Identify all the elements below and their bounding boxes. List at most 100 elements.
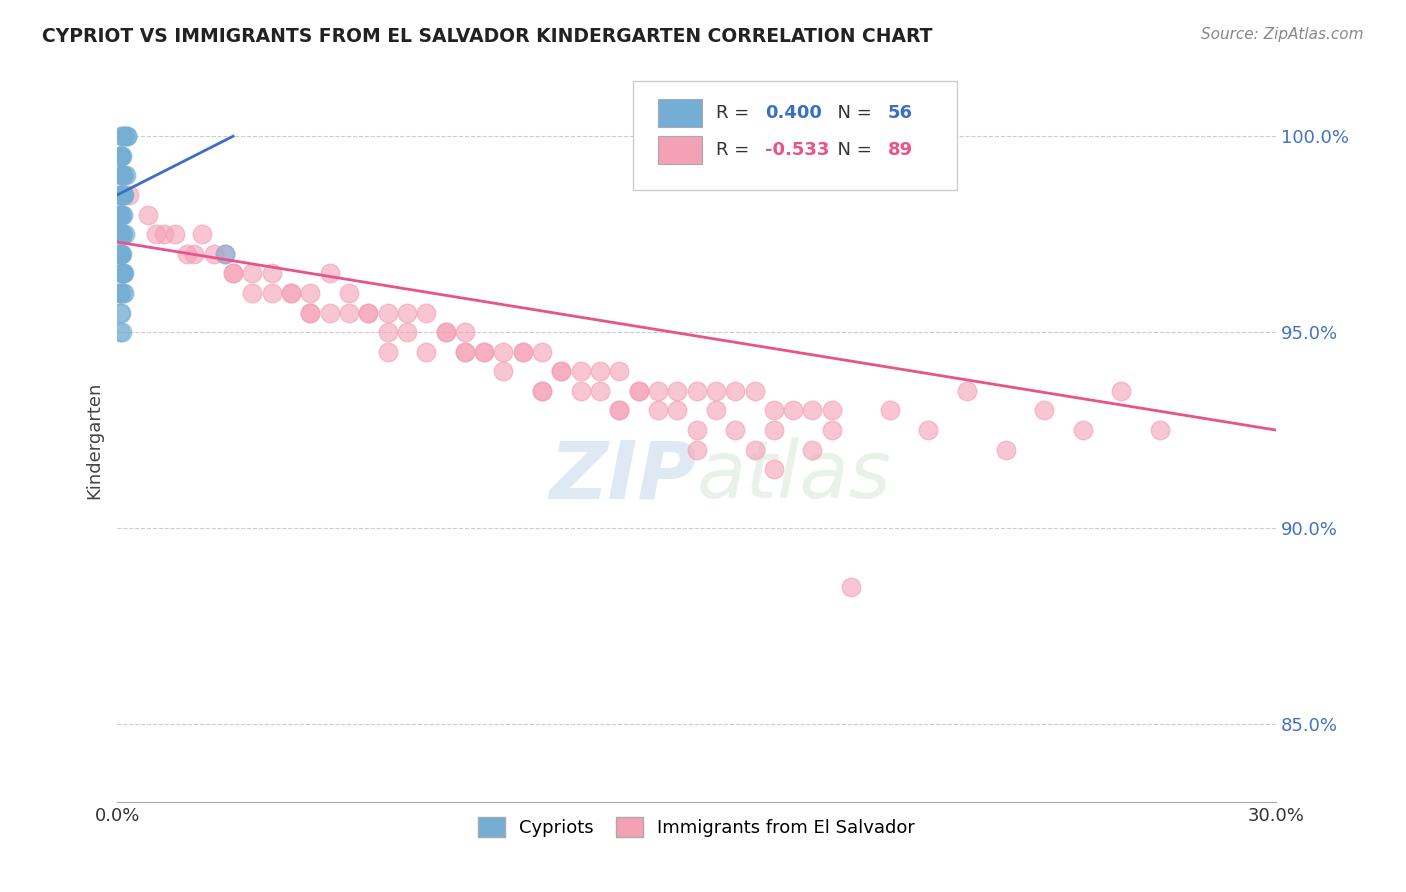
Text: 56: 56: [887, 104, 912, 122]
Point: [112, 188, 135, 202]
Point: [1071, 423, 1094, 437]
Point: [111, 169, 134, 183]
Point: [114, 169, 136, 183]
Point: [108, 208, 131, 222]
Text: N =: N =: [827, 141, 877, 159]
Point: [110, 266, 132, 280]
Point: [145, 227, 167, 242]
Point: [110, 246, 132, 260]
Point: [589, 384, 612, 398]
Point: [110, 208, 132, 222]
Point: [377, 305, 399, 319]
Point: [202, 246, 225, 260]
Point: [762, 423, 785, 437]
Point: [111, 266, 134, 280]
Point: [685, 442, 707, 457]
Point: [685, 423, 707, 437]
Point: [299, 305, 322, 319]
Point: [377, 325, 399, 339]
Point: [108, 208, 131, 222]
Text: atlas: atlas: [696, 437, 891, 515]
Point: [110, 227, 132, 242]
Point: [512, 344, 534, 359]
Point: [318, 305, 340, 319]
Point: [114, 227, 136, 242]
Point: [110, 129, 132, 144]
Point: [647, 403, 669, 417]
Point: [108, 227, 131, 242]
Point: [512, 344, 534, 359]
Point: [112, 285, 135, 300]
Point: [531, 384, 554, 398]
FancyBboxPatch shape: [658, 136, 703, 164]
Point: [111, 149, 134, 163]
Point: [377, 344, 399, 359]
Point: [917, 423, 939, 437]
Text: N =: N =: [827, 104, 877, 122]
Point: [1149, 423, 1171, 437]
Point: [111, 325, 134, 339]
Text: CYPRIOT VS IMMIGRANTS FROM EL SALVADOR KINDERGARTEN CORRELATION CHART: CYPRIOT VS IMMIGRANTS FROM EL SALVADOR K…: [42, 27, 932, 45]
Point: [395, 305, 418, 319]
Point: [337, 285, 360, 300]
FancyBboxPatch shape: [658, 99, 703, 127]
Point: [115, 129, 138, 144]
Point: [280, 285, 302, 300]
Point: [607, 364, 630, 378]
Text: 89: 89: [887, 141, 912, 159]
Point: [260, 285, 283, 300]
Point: [112, 227, 135, 242]
Y-axis label: Kindergarten: Kindergarten: [86, 381, 103, 499]
Point: [111, 208, 134, 222]
Point: [724, 384, 747, 398]
Point: [434, 325, 457, 339]
Point: [110, 149, 132, 163]
Point: [685, 384, 707, 398]
Text: R =: R =: [716, 104, 755, 122]
Point: [434, 325, 457, 339]
Point: [110, 169, 132, 183]
Point: [569, 384, 592, 398]
Point: [191, 227, 214, 242]
FancyBboxPatch shape: [633, 81, 957, 190]
Point: [589, 364, 612, 378]
Point: [108, 149, 131, 163]
Point: [114, 129, 136, 144]
Point: [111, 266, 134, 280]
Point: [607, 403, 630, 417]
Point: [110, 285, 132, 300]
Point: [550, 364, 572, 378]
Point: [260, 266, 283, 280]
Text: 0.400: 0.400: [765, 104, 823, 122]
Point: [454, 344, 477, 359]
Point: [108, 246, 131, 260]
Point: [242, 285, 264, 300]
Point: [165, 227, 187, 242]
Point: [214, 246, 236, 260]
Legend: Cypriots, Immigrants from El Salvador: Cypriots, Immigrants from El Salvador: [471, 810, 922, 844]
Point: [222, 266, 245, 280]
Point: [879, 403, 901, 417]
Point: [299, 285, 322, 300]
Point: [136, 208, 159, 222]
Point: [111, 266, 134, 280]
Point: [110, 149, 132, 163]
Point: [112, 169, 135, 183]
Point: [666, 403, 689, 417]
Point: [111, 188, 134, 202]
Point: [472, 344, 495, 359]
Point: [762, 462, 785, 476]
Point: [357, 305, 380, 319]
Point: [492, 344, 515, 359]
Point: [531, 344, 554, 359]
Point: [110, 169, 132, 183]
Point: [801, 442, 824, 457]
Point: [111, 188, 134, 202]
Point: [152, 227, 174, 242]
Point: [821, 423, 844, 437]
Point: [492, 364, 515, 378]
Point: [110, 149, 132, 163]
Point: [454, 344, 477, 359]
Point: [108, 325, 131, 339]
Point: [299, 305, 322, 319]
